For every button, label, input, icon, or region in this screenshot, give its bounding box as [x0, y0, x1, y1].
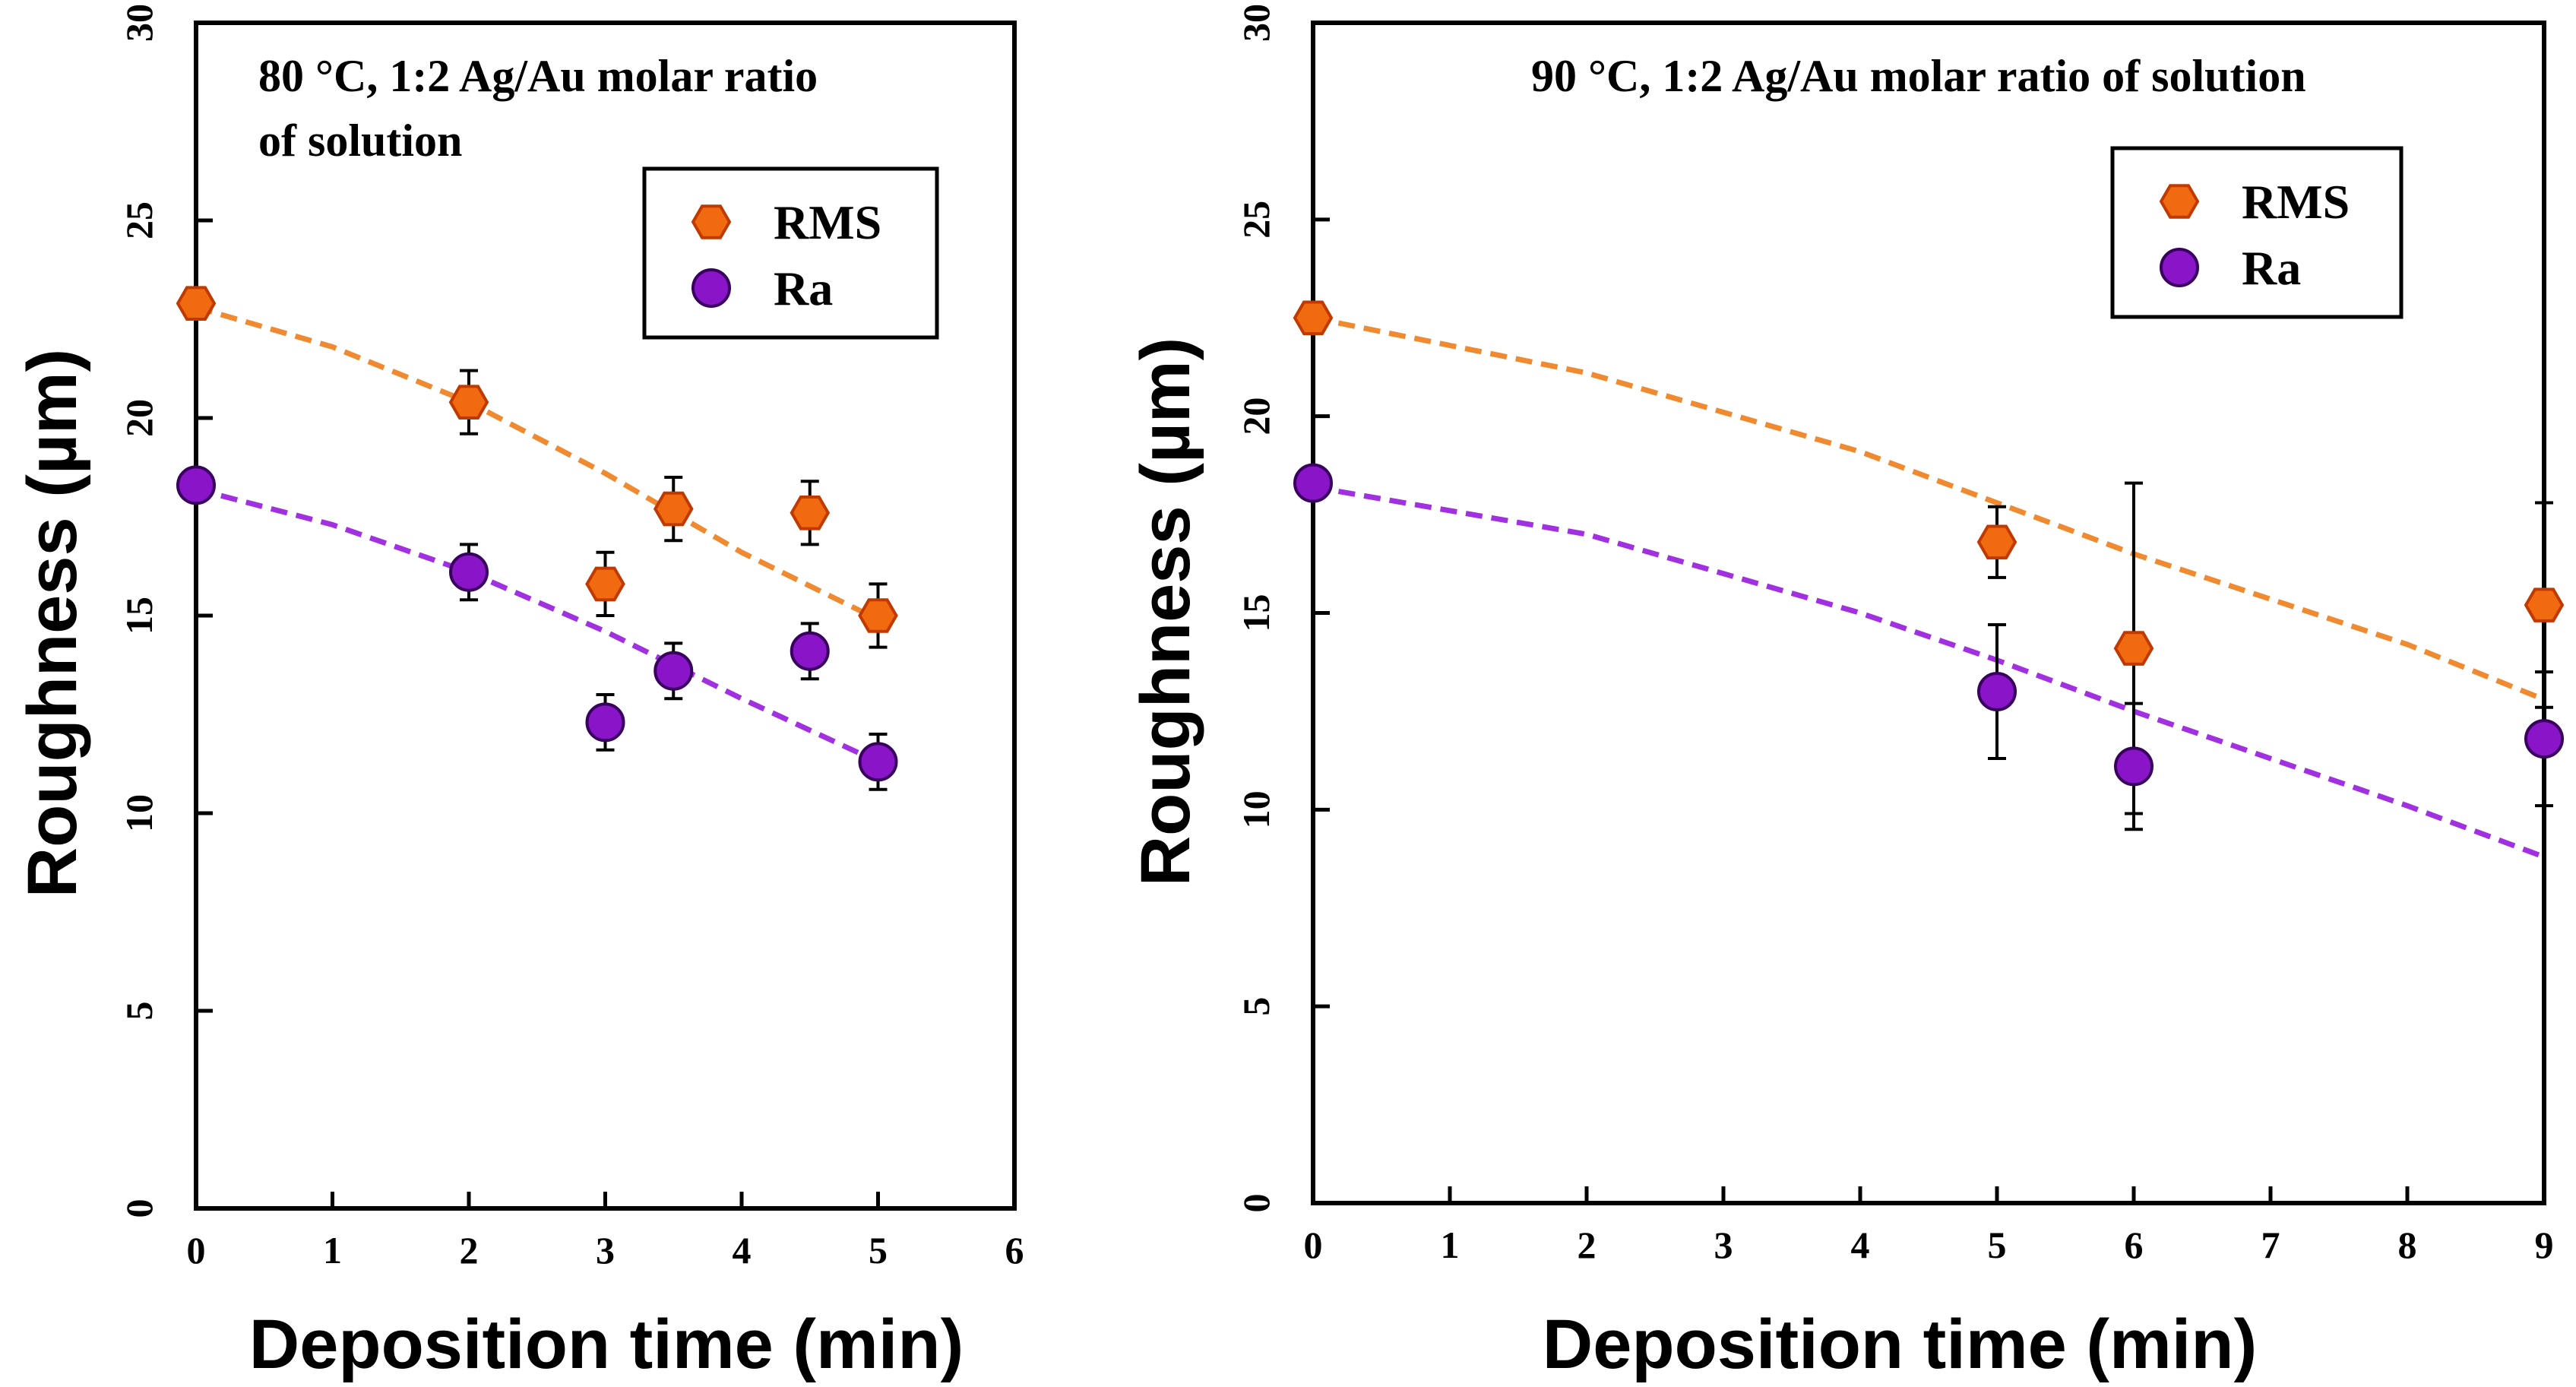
left-chart-panel: 80 °C, 1:2 Ag/Au molar ratio of solution…: [14, 4, 1024, 1383]
right-x-tick-label: 6: [2125, 1224, 2144, 1266]
left-y-tick-label: 30: [118, 4, 160, 42]
left-x-tick-label: 4: [733, 1229, 752, 1271]
right-x-tick-label: 7: [2261, 1224, 2280, 1266]
right-rms-point: [2113, 631, 2154, 666]
right-y-axis-title: Roughness (µm): [1127, 337, 1204, 887]
left-rms-point: [176, 286, 217, 321]
left-chart-title-line-2: of solution: [258, 116, 462, 166]
left-x-tick-label: 6: [1005, 1229, 1024, 1271]
left-x-tick-label: 2: [460, 1229, 479, 1271]
left-rms-fit-line: [195, 305, 880, 622]
left-rms-point: [653, 491, 694, 527]
left-rms-point: [585, 566, 625, 602]
left-legend-ra-label: Ra: [774, 261, 833, 315]
left-y-tick-label: 25: [118, 201, 160, 239]
left-rms-point: [448, 385, 489, 420]
right-rms-point: [1293, 300, 1334, 335]
right-y-tick-label: 25: [1235, 201, 1277, 239]
left-legend-rms-label: RMS: [774, 195, 881, 249]
left-x-tick-label: 3: [596, 1229, 615, 1271]
right-ra-point: [2524, 719, 2564, 759]
right-ra-point: [2114, 746, 2154, 787]
left-y-tick-label: 0: [118, 1199, 160, 1218]
right-chart-panel: 90 °C, 1:2 Ag/Au molar ratio of solution…: [1127, 4, 2565, 1383]
right-x-tick-label: 8: [2398, 1224, 2417, 1266]
left-ra-point: [790, 631, 830, 671]
right-x-tick-label: 3: [1714, 1224, 1733, 1266]
right-x-tick-label: 4: [1851, 1224, 1870, 1266]
left-ra-point: [176, 465, 216, 505]
right-ra-point: [1293, 463, 1333, 503]
left-x-tick-label: 5: [869, 1229, 888, 1271]
right-legend-rms-marker: [2159, 184, 2200, 219]
left-y-tick-label: 15: [118, 597, 160, 635]
right-x-tick-label: 2: [1578, 1224, 1597, 1266]
right-ra-fit-line: [1312, 484, 2546, 860]
left-y-tick-label: 20: [118, 399, 160, 437]
right-y-tick-label: 30: [1235, 4, 1277, 42]
left-legend-box: [642, 166, 939, 340]
left-legend-rms-marker: [691, 204, 732, 239]
right-y-tick-label: 15: [1235, 594, 1277, 632]
right-legend-ra-label: Ra: [2242, 241, 2301, 295]
left-ra-point: [585, 702, 625, 743]
left-legend: RMS Ra: [642, 166, 939, 340]
left-ra-point: [653, 651, 694, 691]
right-legend-ra-marker: [2160, 248, 2199, 287]
right-legend: RMS Ra: [2110, 146, 2404, 319]
right-x-tick-label: 5: [1988, 1224, 2007, 1266]
left-ra-fit-line: [195, 486, 879, 765]
left-ra-point: [858, 742, 898, 782]
right-x-tick-label: 1: [1441, 1224, 1460, 1266]
left-ra-point: [449, 552, 489, 592]
right-legend-box: [2110, 146, 2404, 319]
right-rms-fit-line: [1312, 315, 2546, 702]
left-y-tick-label: 10: [118, 794, 160, 832]
right-rms-point: [1976, 524, 2017, 560]
left-x-axis-title: Deposition time (min): [249, 1306, 964, 1383]
left-legend-ra-marker: [691, 268, 731, 308]
right-ra-point: [1977, 672, 2017, 712]
right-y-tick-label: 5: [1235, 997, 1277, 1016]
left-x-tick-label: 0: [187, 1229, 206, 1271]
left-chart-title-line-1: 80 °C, 1:2 Ag/Au molar ratio: [258, 51, 818, 101]
right-x-axis-title: Deposition time (min): [1543, 1306, 2257, 1383]
left-x-tick-label: 1: [323, 1229, 342, 1271]
right-y-tick-label: 0: [1235, 1194, 1277, 1213]
left-y-axis-title: Roughness (µm): [14, 349, 91, 898]
right-y-tick-label: 20: [1235, 397, 1277, 435]
left-rms-point: [790, 496, 831, 530]
right-legend-rms-label: RMS: [2242, 175, 2350, 229]
left-rms-point: [858, 598, 898, 633]
right-chart-title: 90 °C, 1:2 Ag/Au molar ratio of solution: [1531, 51, 2306, 101]
right-rms-point: [2524, 587, 2565, 622]
right-x-tick-label: 9: [2535, 1224, 2554, 1266]
left-y-tick-label: 5: [118, 1002, 160, 1021]
right-x-tick-label: 0: [1304, 1224, 1323, 1266]
right-y-tick-label: 10: [1235, 790, 1277, 828]
